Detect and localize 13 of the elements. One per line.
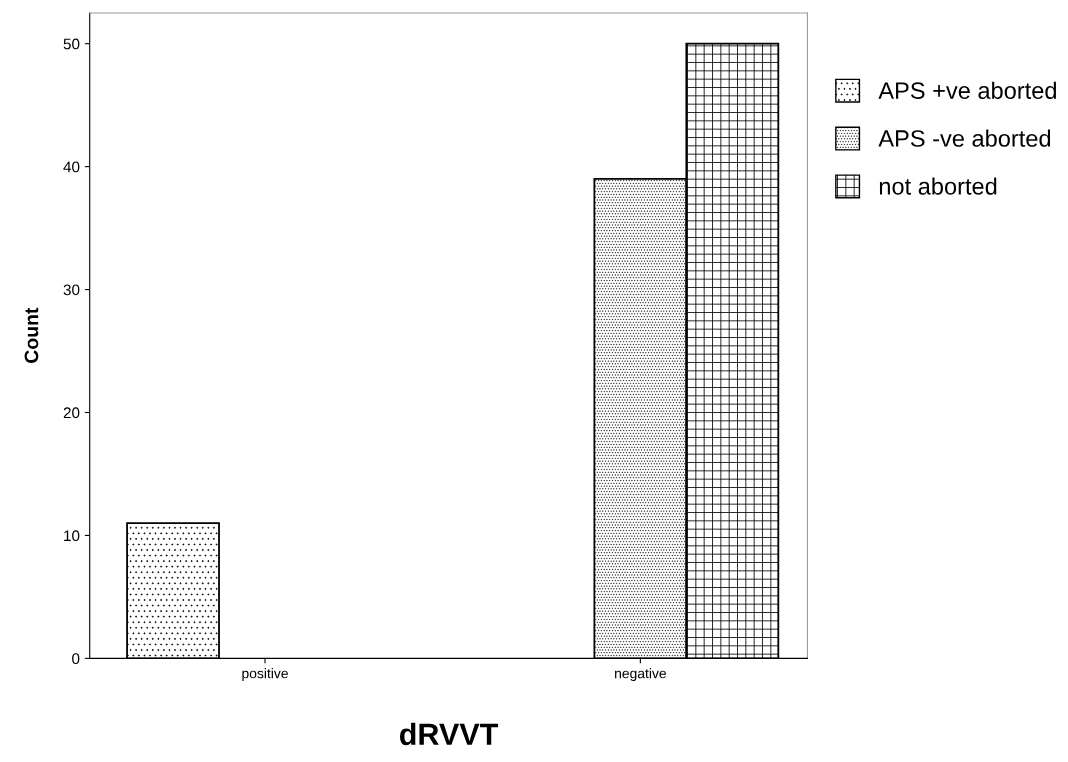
- x-tick-label: negative: [615, 668, 667, 682]
- y-tick-label: 40: [63, 161, 80, 173]
- y-tick-label: 10: [64, 530, 80, 542]
- legend-label: APS -ve aborted: [878, 129, 1051, 147]
- legend-label: not aborted: [879, 177, 997, 195]
- y-tick-label: 30: [63, 284, 80, 296]
- y-tick-label: 0: [72, 653, 80, 665]
- legend-label: APS +ve aborted: [878, 81, 1056, 99]
- x-tick-label: positive: [242, 668, 288, 682]
- y-tick-label: 20: [63, 407, 80, 419]
- x-axis-title: dRVVT: [400, 722, 499, 746]
- y-axis-title: Count: [24, 307, 39, 363]
- y-tick-label: 50: [63, 38, 80, 50]
